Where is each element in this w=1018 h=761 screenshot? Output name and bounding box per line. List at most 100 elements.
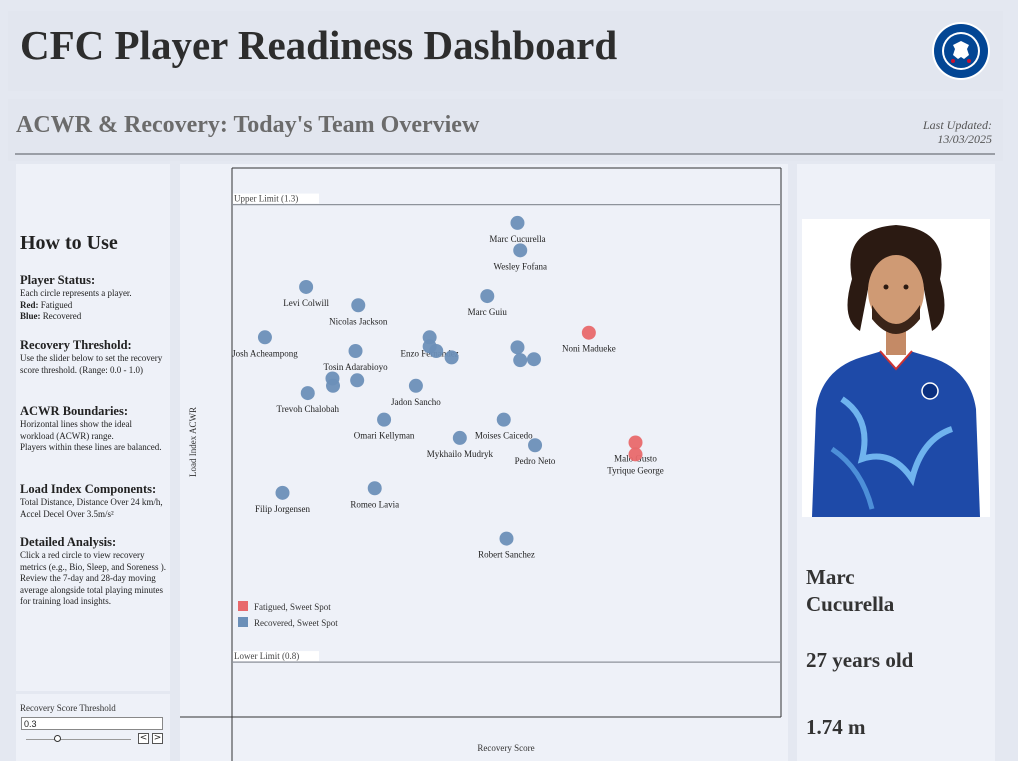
player-point-label: Marc Cucurella xyxy=(489,234,545,244)
player-point-label: Wesley Fofana xyxy=(493,261,547,271)
acwr-title: ACWR Boundaries: xyxy=(20,404,128,418)
threshold-value-input[interactable]: 0.3 xyxy=(21,717,163,730)
player-point-label: Levi Colwill xyxy=(283,298,329,308)
player-point-0[interactable] xyxy=(510,215,525,230)
player-point-7[interactable] xyxy=(257,330,272,345)
red-label: Red: xyxy=(20,299,39,310)
player-point-label: Robert Sanchez xyxy=(478,550,535,560)
acwr-text-2: Players within these lines are balanced. xyxy=(20,442,162,452)
player-point-25[interactable] xyxy=(628,447,643,462)
player-point-label: Josh Acheampong xyxy=(232,348,298,358)
player-point-11[interactable] xyxy=(444,350,459,365)
player-point-16[interactable] xyxy=(326,378,341,393)
section-header: ACWR & Recovery: Today's Team Overview L… xyxy=(8,99,1003,161)
player-point-label: Moises Caicedo xyxy=(475,431,533,441)
player-point-label: Filip Jorgensen xyxy=(255,504,311,514)
last-updated: Last Updated: 13/03/2025 xyxy=(923,118,992,146)
player-point-24[interactable] xyxy=(628,435,643,450)
player-status-title: Player Status: xyxy=(20,273,96,287)
player-point-label: Omari Kellyman xyxy=(354,431,415,441)
player-point-label: Mykhailo Mudryk xyxy=(427,449,494,459)
player-point-label: Noni Madueke xyxy=(562,344,616,354)
player-point-3[interactable] xyxy=(480,289,495,304)
threshold-text: Use the slider below to set the recovery… xyxy=(20,353,163,375)
player-point-8[interactable] xyxy=(348,344,363,358)
player-point-label: Tyrique George xyxy=(607,465,663,475)
upper-limit-label-bg xyxy=(233,193,319,204)
player-point-21[interactable] xyxy=(496,412,511,427)
player-point-28[interactable] xyxy=(499,531,514,546)
player-height: 1.74 m xyxy=(806,715,866,739)
player-point-4[interactable] xyxy=(351,298,366,313)
x-axis-label: Recovery Score xyxy=(477,743,534,753)
load-index-text: Total Distance, Distance Over 24 km/h, A… xyxy=(20,497,163,519)
player-point-10[interactable] xyxy=(429,344,444,358)
acwr-scatter-panel: Upper Limit (1.3) Lower Limit (0.8) Marc … xyxy=(180,164,788,761)
player-point-label: Trevoh Chalobah xyxy=(277,404,340,414)
last-updated-date: 13/03/2025 xyxy=(937,132,992,146)
detail-section: Detailed Analysis: Click a red circle to… xyxy=(20,535,168,608)
blue-text: Recovered xyxy=(42,311,82,321)
slider-prev-button[interactable]: < xyxy=(138,733,149,744)
legend-label-fatigued: Fatigued, Sweet Spot xyxy=(254,602,331,612)
player-first-name: Marc xyxy=(806,565,855,589)
player-point-label: Tosin Adarabioyo xyxy=(323,362,388,372)
player-point-label: Jadon Sancho xyxy=(391,397,441,407)
player-point-13[interactable] xyxy=(513,353,528,368)
player-photo xyxy=(802,219,990,517)
section-title: ACWR & Recovery: Today's Team Overview xyxy=(16,112,480,138)
threshold-title: Recovery Threshold: xyxy=(20,338,132,352)
player-status-section: Player Status: Each circle represents a … xyxy=(20,273,168,323)
legend-swatch-recovered xyxy=(238,617,248,627)
player-last-name: Cucurella xyxy=(806,592,895,616)
player-point-19[interactable] xyxy=(300,386,315,401)
player-point-label: Pedro Neto xyxy=(515,456,556,466)
threshold-slider-label: Recovery Score Threshold xyxy=(20,703,116,713)
slider-next-button[interactable]: > xyxy=(152,733,163,744)
player-point-18[interactable] xyxy=(408,378,423,393)
threshold-slider-handle[interactable] xyxy=(54,735,61,742)
upper-limit-label: Upper Limit (1.3) xyxy=(234,194,298,204)
player-point-1[interactable] xyxy=(513,243,528,258)
lower-limit-label: Lower Limit (0.8) xyxy=(234,651,299,661)
dashboard-title: CFC Player Readiness Dashboard xyxy=(20,22,618,68)
acwr-section: ACWR Boundaries: Horizontal lines show t… xyxy=(20,404,168,454)
player-point-27[interactable] xyxy=(367,481,382,496)
player-point-22[interactable] xyxy=(452,430,467,445)
player-point-5[interactable] xyxy=(581,325,596,340)
player-point-20[interactable] xyxy=(377,412,392,427)
detail-title: Detailed Analysis: xyxy=(20,535,117,549)
detail-text-2: Review the 7-day and 28-day moving avera… xyxy=(20,573,163,606)
acwr-text-1: Horizontal lines show the ideal workload… xyxy=(20,419,132,441)
red-text: Fatigued xyxy=(40,299,73,310)
y-axis-label: Load Index ACWR xyxy=(188,407,198,477)
legend-label-recovered: Recovered, Sweet Spot xyxy=(254,618,338,628)
player-point-label: Romeo Lavia xyxy=(350,499,399,509)
threshold-slider-track[interactable] xyxy=(26,739,131,740)
detail-text-1: Click a red circle to view recovery metr… xyxy=(20,550,166,572)
player-status-text: Each circle represents a player. xyxy=(20,288,132,298)
player-point-17[interactable] xyxy=(350,373,365,388)
blue-label: Blue: xyxy=(20,311,41,321)
legend-swatch-fatigued xyxy=(238,601,248,611)
acwr-scatter-chart: Upper Limit (1.3) Lower Limit (0.8) Marc … xyxy=(180,167,782,761)
threshold-slider-panel: Recovery Score Threshold 0.3 < > xyxy=(16,694,170,761)
load-index-section: Load Index Components: Total Distance, D… xyxy=(20,482,168,520)
load-index-title: Load Index Components: xyxy=(20,482,157,496)
section-divider xyxy=(15,153,995,155)
how-to-title: How to Use xyxy=(20,232,118,254)
player-detail-panel: Marc Cucurella 27 years old 1.74 m xyxy=(797,164,995,761)
player-age: 27 years old xyxy=(806,648,914,672)
chelsea-logo xyxy=(932,22,990,80)
dashboard-header: CFC Player Readiness Dashboard xyxy=(8,11,1003,91)
how-to-panel: How to Use Player Status: Each circle re… xyxy=(16,164,170,691)
player-point-14[interactable] xyxy=(526,352,541,367)
lower-limit-label-bg xyxy=(233,651,319,662)
player-point-12[interactable] xyxy=(510,340,525,355)
player-point-26[interactable] xyxy=(275,485,290,500)
player-point-label: Nicolas Jackson xyxy=(329,316,388,326)
threshold-section: Recovery Threshold: Use the slider below… xyxy=(20,338,168,376)
player-point-23[interactable] xyxy=(528,438,543,453)
player-point-2[interactable] xyxy=(299,279,314,294)
player-name: Marc Cucurella xyxy=(806,564,894,618)
